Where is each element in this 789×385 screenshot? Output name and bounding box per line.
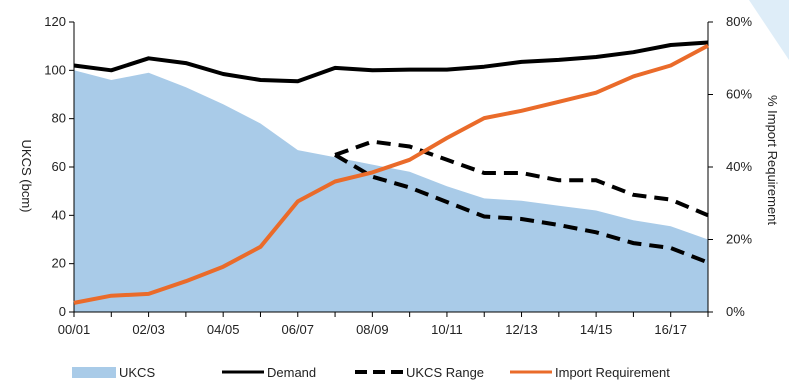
y-tick-label: 0 — [59, 304, 66, 319]
lines-layer — [73, 40, 709, 305]
x-tick-label: 00/01 — [58, 322, 91, 337]
x-tick-label: 10/11 — [431, 322, 463, 337]
series-demand-line — [73, 40, 709, 84]
x-tick-label: 02/03 — [132, 322, 165, 337]
y-axis-title: UKCS (bcm) — [19, 140, 34, 213]
y-tick-label: 40 — [52, 207, 66, 222]
series-import-requirement-line — [73, 43, 709, 305]
x-tick-label: 04/05 — [207, 322, 240, 337]
series-ukcs-range-lower — [334, 153, 709, 265]
legend: UKCS Demand UKCS Range Import Requirement — [72, 365, 670, 380]
corner-decoration — [749, 0, 789, 60]
area-layer — [74, 70, 708, 312]
y-tick-label: 100 — [44, 62, 66, 77]
y-tick-label: 60 — [52, 159, 66, 174]
ticks-layer: 0 20 40 60 80 100 120 0% 20% 40% 60% 80% 00/01 02/03 0… — [44, 14, 752, 337]
legend-label-ukcs: UKCS — [119, 365, 155, 380]
x-tick-label: 06/07 — [281, 322, 314, 337]
y-tick-label: 20 — [52, 256, 66, 271]
legend-label-import-requirement: Import Requirement — [555, 365, 670, 380]
legend-label-ukcs-range: UKCS Range — [406, 365, 484, 380]
y2-axis-title: % Import Requirement — [765, 95, 780, 225]
x-tick-label: 12/13 — [505, 322, 538, 337]
y-tick-label: 80 — [52, 111, 66, 126]
y2-tick-label: 20% — [726, 232, 752, 247]
x-tick-label: 16/17 — [654, 322, 687, 337]
x-tick-label: 08/09 — [356, 322, 389, 337]
y2-tick-label: 0% — [726, 304, 745, 319]
legend-label-demand: Demand — [267, 365, 316, 380]
y2-tick-label: 60% — [726, 87, 752, 102]
y2-tick-label: 40% — [726, 159, 752, 174]
y-tick-label: 120 — [44, 14, 66, 29]
legend-swatch-ukcs — [72, 367, 116, 378]
series-ukcs-range-upper — [334, 139, 709, 218]
series-area-ukcs — [74, 70, 708, 312]
x-tick-label: 14/15 — [580, 322, 613, 337]
y2-tick-label: 80% — [726, 14, 752, 29]
